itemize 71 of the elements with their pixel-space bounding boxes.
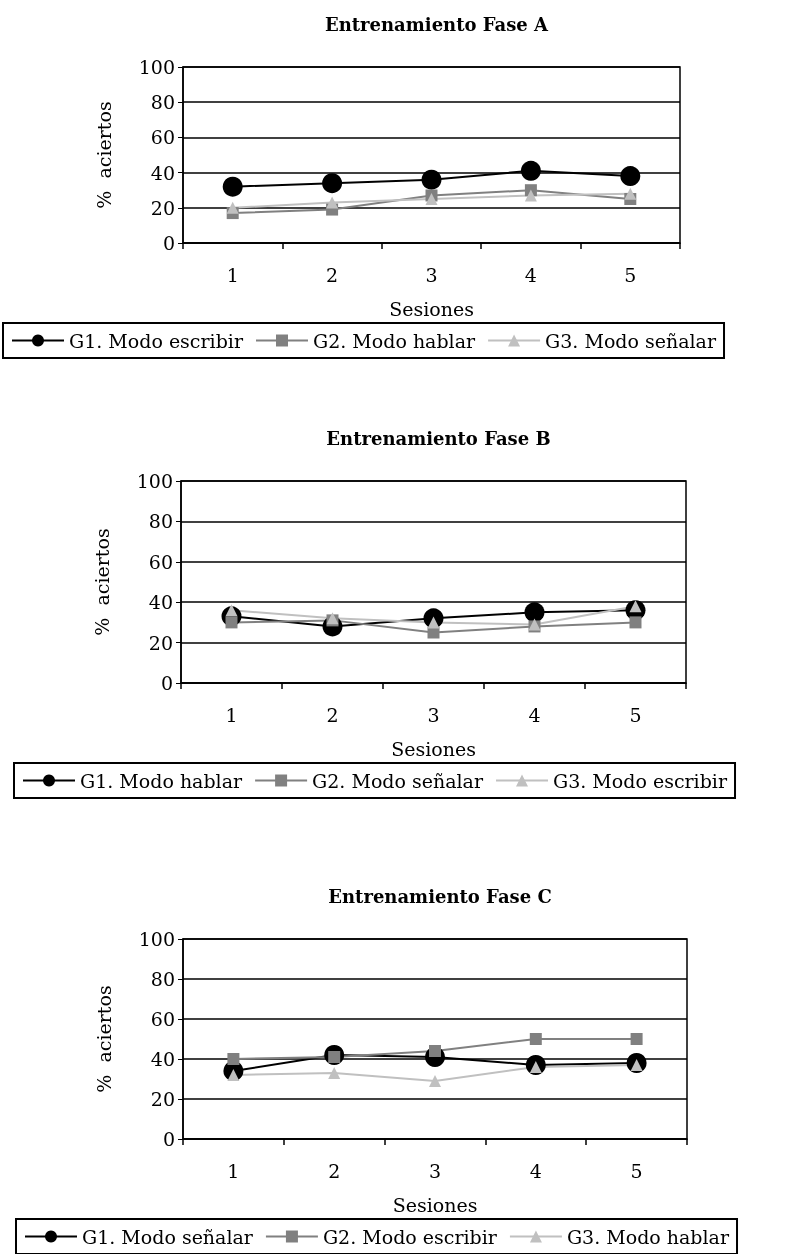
- point: [421, 169, 442, 190]
- point: [524, 602, 545, 623]
- point: [226, 201, 239, 214]
- point: [630, 1033, 643, 1045]
- point: [427, 626, 440, 639]
- point: [425, 193, 438, 205]
- point: [227, 1053, 240, 1065]
- point: [222, 176, 243, 197]
- y-tick-label: 80: [148, 510, 173, 533]
- point: [524, 189, 537, 202]
- y-axis-title: % aciertos: [92, 985, 115, 1093]
- x-tick-label: 2: [326, 703, 339, 726]
- x-tick-label: 4: [529, 1159, 542, 1182]
- y-tick-label: 60: [150, 126, 175, 149]
- legend-label: G3. Modo hablar: [566, 1225, 730, 1248]
- x-tick-label: 2: [328, 1159, 341, 1182]
- point: [225, 616, 238, 629]
- y-tick-label: 40: [148, 591, 173, 614]
- y-tick-label: 60: [150, 1008, 175, 1030]
- legend-label: G1. Modo escribir: [69, 329, 244, 352]
- point: [620, 166, 641, 187]
- x-axis-title: Sesiones: [391, 737, 476, 760]
- x-tick-label: 3: [428, 1159, 442, 1182]
- legend-label: G2. Modo hablar: [313, 329, 477, 352]
- point: [326, 196, 339, 209]
- point: [322, 173, 343, 194]
- legend-label: G3. Modo escribir: [553, 769, 728, 792]
- x-tick-label: 4: [528, 703, 541, 726]
- x-tick-label: 4: [524, 263, 537, 286]
- y-axis-title: % aciertos: [92, 101, 115, 209]
- x-tick-label: 5: [624, 263, 637, 286]
- x-tick-label: 1: [225, 703, 238, 726]
- legend-label: G1. Modo hablar: [80, 769, 244, 792]
- x-tick-label: 5: [630, 1159, 643, 1182]
- point: [624, 187, 637, 200]
- legend-label: G1. Modo señalar: [82, 1225, 254, 1248]
- x-axis-title: Sesiones: [389, 297, 474, 320]
- x-tick-label: 1: [227, 1159, 240, 1182]
- y-tick-label: 80: [150, 91, 175, 114]
- y-tick-label: 100: [136, 470, 173, 492]
- y-tick-label: 20: [148, 631, 173, 654]
- legend-label: G2. Modo señalar: [312, 769, 484, 792]
- y-tick-label: 40: [150, 161, 175, 184]
- point: [429, 1045, 441, 1057]
- x-tick-label: 1: [226, 263, 239, 286]
- point: [328, 1067, 341, 1079]
- x-axis-title: Sesiones: [392, 1193, 478, 1216]
- y-axis-title: % aciertos: [90, 528, 113, 636]
- legend-label: G2. Modo escribir: [322, 1225, 498, 1248]
- y-tick-label: 0: [162, 1128, 175, 1150]
- point: [629, 616, 642, 629]
- point: [429, 1075, 441, 1087]
- y-tick-label: 60: [148, 550, 173, 573]
- y-tick-label: 80: [150, 968, 175, 990]
- y-tick-label: 100: [138, 928, 175, 950]
- x-tick-label: 5: [629, 703, 642, 726]
- y-tick-label: 0: [160, 672, 173, 694]
- point: [520, 160, 541, 181]
- x-tick-label: 2: [326, 263, 339, 286]
- chart-title: Entrenamiento Fase A: [324, 13, 550, 35]
- x-tick-label: 3: [427, 703, 440, 726]
- x-tick-label: 3: [425, 263, 438, 286]
- chart-title: Entrenamiento Fase C: [328, 885, 552, 907]
- y-tick-label: 20: [150, 1088, 175, 1110]
- y-tick-label: 40: [150, 1048, 175, 1070]
- y-tick-label: 20: [150, 196, 175, 219]
- legend-label: G3. Modo señalar: [545, 329, 717, 352]
- y-tick-label: 100: [138, 56, 175, 78]
- point: [529, 1033, 542, 1045]
- y-tick-label: 0: [162, 232, 175, 254]
- chart-title: Entrenamiento Fase B: [326, 427, 551, 449]
